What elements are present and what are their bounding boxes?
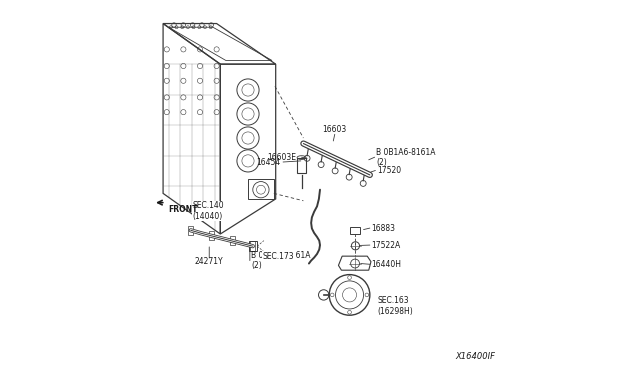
- Bar: [297, 158, 306, 173]
- Bar: [248, 179, 274, 199]
- Bar: [188, 225, 193, 235]
- Text: 17520: 17520: [377, 166, 401, 175]
- Text: B 0B1A6-8161A
(2): B 0B1A6-8161A (2): [376, 148, 436, 167]
- Text: 16440H: 16440H: [371, 260, 401, 269]
- Text: SEC.140
(14040): SEC.140 (14040): [193, 201, 224, 221]
- Text: 16883: 16883: [371, 224, 395, 232]
- Text: 16454: 16454: [256, 157, 280, 167]
- Text: 17522A: 17522A: [371, 241, 400, 250]
- Bar: [230, 236, 235, 246]
- Text: SEC.163
(16298H): SEC.163 (16298H): [377, 296, 413, 316]
- Text: SEC.173: SEC.173: [262, 251, 294, 261]
- Bar: [209, 231, 214, 240]
- Text: X16400IF: X16400IF: [456, 352, 495, 361]
- Text: 16603E: 16603E: [268, 153, 296, 162]
- Text: 24271Y: 24271Y: [195, 257, 223, 266]
- Bar: [250, 241, 255, 251]
- Bar: [351, 227, 360, 234]
- Bar: [249, 241, 257, 251]
- Text: 16603: 16603: [323, 125, 347, 134]
- Text: FRONT: FRONT: [168, 205, 198, 214]
- Text: B 0B1A6-8161A
(2): B 0B1A6-8161A (2): [252, 251, 311, 270]
